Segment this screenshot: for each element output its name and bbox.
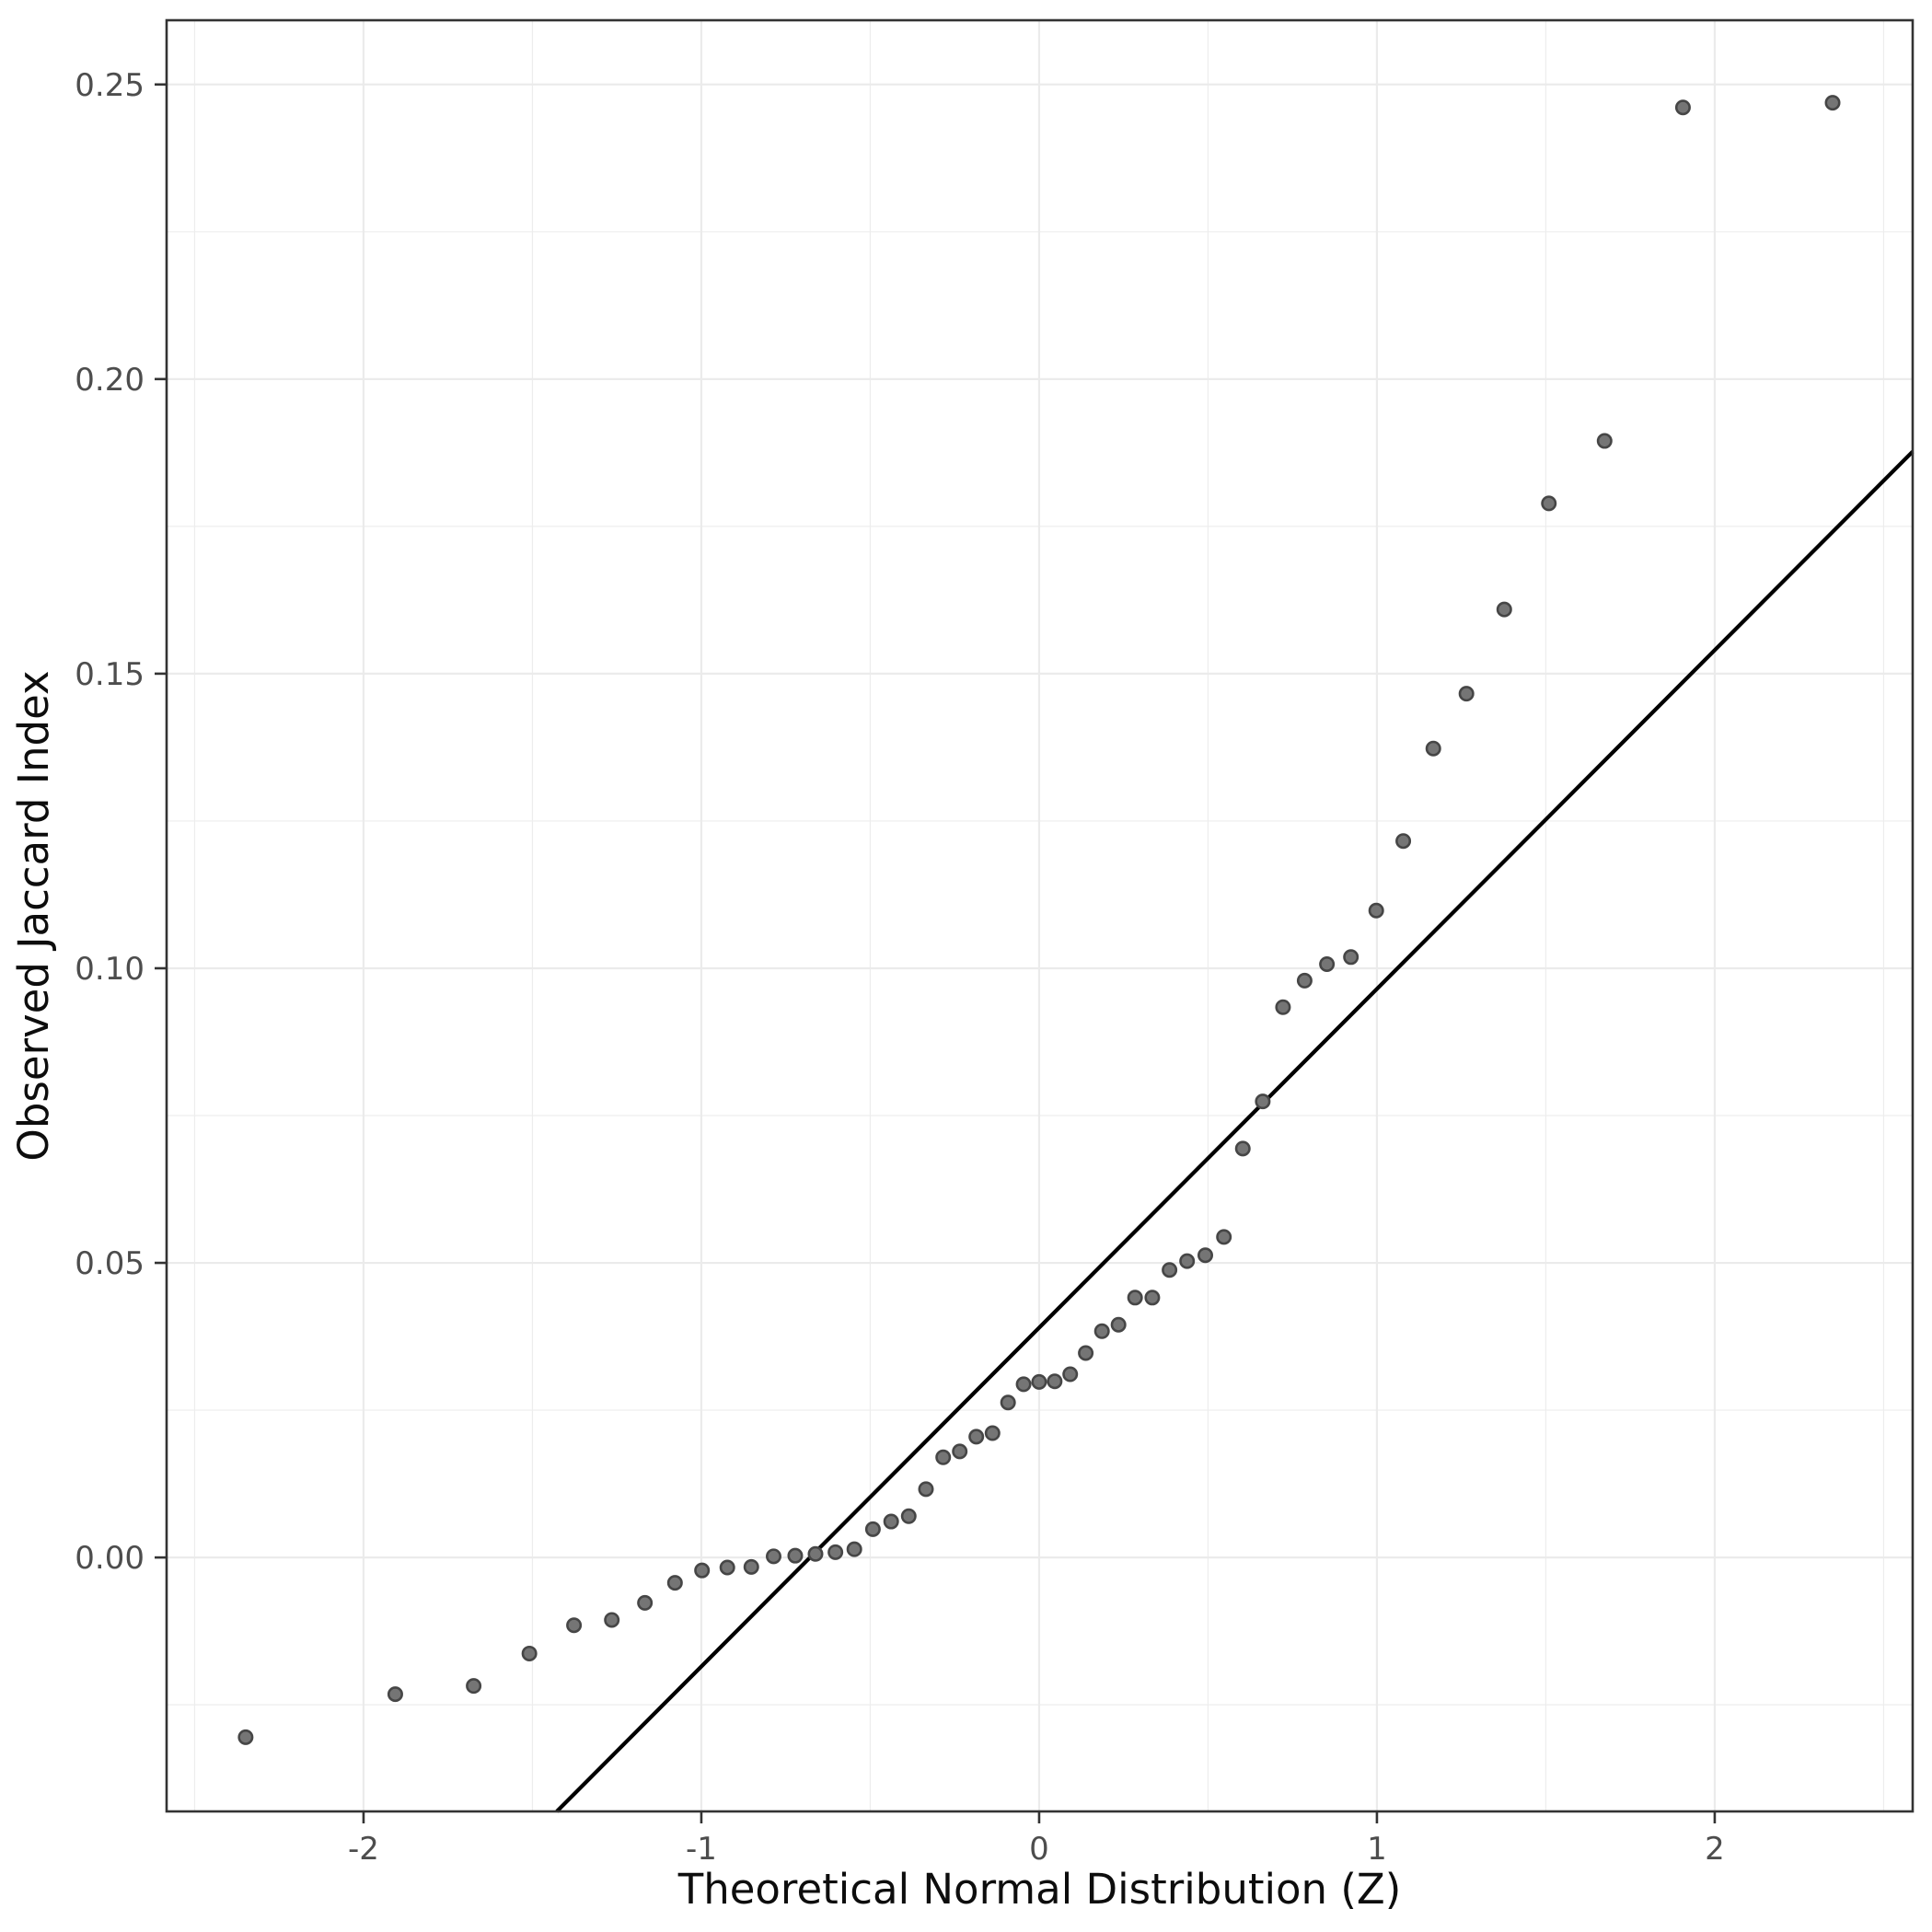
x-axis-title: Theoretical Normal Distribution (Z) <box>677 1865 1402 1914</box>
x-tick-label: -2 <box>348 1831 379 1868</box>
data-point <box>719 1559 735 1576</box>
data-point <box>604 1612 620 1628</box>
data-point <box>1031 1373 1047 1390</box>
x-tick-label: 1 <box>1367 1831 1387 1868</box>
data-point <box>1127 1290 1143 1306</box>
data-point <box>1000 1394 1016 1411</box>
y-tick-label: 0.00 <box>75 1540 145 1577</box>
data-point <box>1255 1093 1271 1110</box>
data-point <box>1047 1373 1063 1390</box>
data-point <box>521 1645 538 1661</box>
data-point <box>1275 999 1291 1015</box>
data-point <box>666 1575 683 1591</box>
data-point <box>637 1594 654 1611</box>
data-point <box>1319 955 1336 972</box>
y-tick-label: 0.05 <box>75 1245 145 1282</box>
major-gridlines <box>167 20 1913 1811</box>
axis-tick-marks <box>155 83 1717 1823</box>
data-point <box>918 1481 934 1498</box>
data-point <box>237 1729 254 1745</box>
data-point <box>1216 1229 1232 1245</box>
data-point <box>1197 1247 1214 1264</box>
data-point <box>1541 495 1557 512</box>
data-point <box>846 1541 862 1557</box>
data-point <box>1368 902 1384 919</box>
data-point <box>1144 1290 1161 1306</box>
data-point <box>1596 433 1613 449</box>
data-point <box>1674 99 1691 116</box>
data-point <box>1343 949 1359 966</box>
y-tick-label: 0.15 <box>75 656 145 693</box>
data-point <box>466 1678 482 1695</box>
data-point <box>883 1513 899 1530</box>
y-axis-title: Observed Jaccard Index <box>9 670 58 1161</box>
data-point <box>1179 1253 1196 1269</box>
scatter-points <box>237 95 1841 1745</box>
data-point <box>1110 1316 1127 1333</box>
reference-line <box>555 450 1915 1813</box>
data-point <box>984 1425 1001 1441</box>
reference-line-group <box>555 450 1915 1813</box>
data-point <box>1078 1345 1094 1361</box>
data-point <box>694 1562 711 1579</box>
y-tick-label: 0.25 <box>75 67 145 104</box>
data-point <box>1162 1262 1178 1278</box>
data-point <box>1093 1323 1110 1339</box>
data-point <box>387 1686 403 1703</box>
data-point <box>1015 1376 1032 1393</box>
data-point <box>1458 686 1475 702</box>
data-point <box>900 1508 917 1524</box>
y-tick-label: 0.10 <box>75 951 145 988</box>
data-point <box>807 1545 824 1562</box>
data-point <box>1824 95 1841 111</box>
data-point <box>968 1429 985 1445</box>
data-point <box>1062 1366 1079 1382</box>
data-point <box>566 1617 583 1634</box>
data-point <box>952 1443 968 1460</box>
data-point <box>743 1558 759 1575</box>
data-point <box>787 1547 804 1564</box>
x-tick-labels: -2 -1 0 1 2 <box>348 1831 1725 1868</box>
data-point <box>935 1449 952 1465</box>
x-tick-label: 0 <box>1029 1831 1049 1868</box>
data-point <box>765 1548 781 1565</box>
data-point <box>1234 1140 1251 1157</box>
x-tick-label: -1 <box>686 1831 717 1868</box>
data-point <box>1496 601 1512 618</box>
data-point <box>827 1544 844 1560</box>
y-tick-labels: 0.00 0.05 0.10 0.15 0.20 0.25 <box>75 67 145 1577</box>
data-point <box>1395 833 1412 850</box>
y-tick-label: 0.20 <box>75 362 145 399</box>
data-point <box>864 1521 881 1537</box>
data-point <box>1296 972 1313 989</box>
data-point <box>1425 740 1441 757</box>
x-tick-label: 2 <box>1705 1831 1725 1868</box>
